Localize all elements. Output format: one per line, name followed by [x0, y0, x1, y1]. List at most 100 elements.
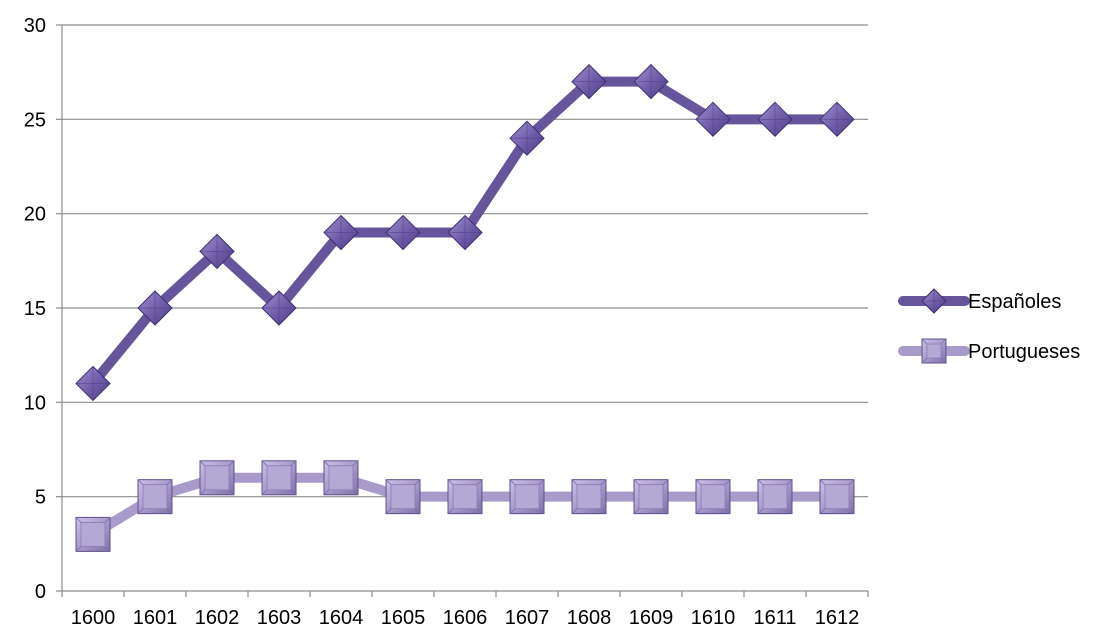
data-point [137, 290, 173, 326]
square-marker-inner [926, 343, 942, 359]
data-point [695, 479, 731, 515]
data-point [757, 479, 793, 515]
data-point [447, 479, 483, 515]
diamond-marker-facets [634, 64, 668, 99]
square-marker-bevel [757, 479, 793, 514]
data-point [633, 63, 669, 100]
diamond-marker-facets [324, 215, 358, 250]
legend: Españoles Portugueses [898, 288, 1080, 364]
diamond-marker-facets [510, 121, 544, 156]
y-tick-label: 30 [24, 15, 46, 37]
square-marker-inner [452, 484, 478, 510]
data-point [447, 214, 483, 251]
y-tick-label: 15 [24, 298, 46, 320]
data-point [75, 365, 111, 402]
data-point [385, 214, 421, 251]
square-marker-bevel [261, 460, 297, 496]
legend-marker [921, 338, 947, 364]
diamond-marker-facets [200, 234, 234, 269]
square-marker-inner [824, 484, 850, 510]
data-point [137, 479, 173, 515]
x-tick-label: 1612 [815, 607, 860, 629]
data-point [695, 101, 731, 138]
x-tick-label: 1606 [443, 607, 488, 629]
x-tick-label: 1608 [567, 607, 612, 629]
diamond-marker-facets [262, 291, 296, 325]
square-marker-bevel [75, 517, 111, 552]
x-tick-label: 1602 [195, 607, 240, 629]
diamond-marker-facets [572, 64, 606, 99]
series-1 [75, 63, 855, 402]
square-marker-bevel [819, 479, 855, 514]
square-marker-inner [576, 484, 602, 510]
x-tick-label: 1601 [133, 607, 178, 629]
data-point [509, 120, 545, 156]
y-tick-label: 25 [24, 109, 46, 131]
x-tick-label: 1610 [691, 607, 736, 629]
x-tick-label: 1611 [753, 607, 796, 629]
diamond-marker-facets [922, 289, 946, 313]
legend-label: Portugueses [968, 341, 1080, 363]
y-tick-label: 0 [35, 581, 46, 603]
data-point [819, 479, 855, 515]
x-tick-label: 1604 [319, 607, 364, 629]
x-tick-label: 1600 [71, 607, 116, 629]
square-marker-bevel [509, 479, 545, 514]
square-marker-bevel [199, 460, 235, 496]
square-marker-bevel [633, 479, 669, 514]
legend-label: Españoles [968, 291, 1061, 313]
x-tick-label: 1609 [629, 607, 674, 629]
square-marker-bevel [323, 460, 359, 496]
x-tick-label: 1603 [257, 607, 302, 629]
data-point [199, 233, 235, 270]
data-point [571, 479, 607, 515]
data-point [323, 460, 359, 496]
data-point [509, 479, 545, 515]
square-marker-inner [638, 484, 664, 510]
square-marker-inner [390, 484, 416, 510]
diamond-marker-facets [696, 102, 730, 137]
x-tick-label: 1607 [505, 607, 550, 629]
legend-marker [921, 288, 947, 314]
x-tick-label: 1605 [381, 607, 426, 629]
data-point [571, 63, 607, 100]
data-point [633, 479, 669, 515]
axes [56, 24, 869, 597]
square-marker-bevel [385, 479, 421, 514]
diamond-marker-facets [820, 102, 854, 137]
data-point [819, 101, 855, 138]
square-marker-inner [80, 522, 106, 547]
y-tick-label: 5 [35, 487, 46, 509]
diamond-marker-facets [448, 215, 482, 250]
diamond-marker-facets [138, 291, 172, 325]
data-point [757, 101, 793, 138]
square-marker-bevel [137, 479, 173, 514]
square-marker-inner [700, 484, 726, 510]
diamond-marker-facets [758, 102, 792, 137]
y-tick-label: 20 [24, 204, 46, 226]
square-marker-bevel [571, 479, 607, 514]
square-marker-bevel [921, 338, 947, 364]
y-tick-label: 10 [24, 392, 46, 414]
square-marker-inner [328, 465, 354, 491]
legend-item: Portugueses [898, 338, 1080, 364]
square-marker-inner [762, 484, 788, 510]
diamond-marker-facets [76, 366, 110, 401]
data-point [323, 214, 359, 251]
square-marker-inner [514, 484, 540, 510]
square-marker-bevel [447, 479, 483, 514]
square-marker-inner [142, 484, 168, 510]
square-marker-inner [266, 465, 292, 491]
data-point [75, 516, 111, 552]
data-point [261, 290, 297, 326]
diamond-marker-facets [386, 215, 420, 250]
tick-labels: 0 5 10 15 20 25 30 1600 1601 1602 1603 1604 1605 1606… [24, 15, 860, 629]
legend-item: Españoles [898, 288, 1061, 314]
data-point [385, 479, 421, 515]
square-marker-inner [204, 465, 230, 491]
data-point [261, 460, 297, 496]
series-group [75, 63, 855, 552]
data-point [199, 460, 235, 496]
